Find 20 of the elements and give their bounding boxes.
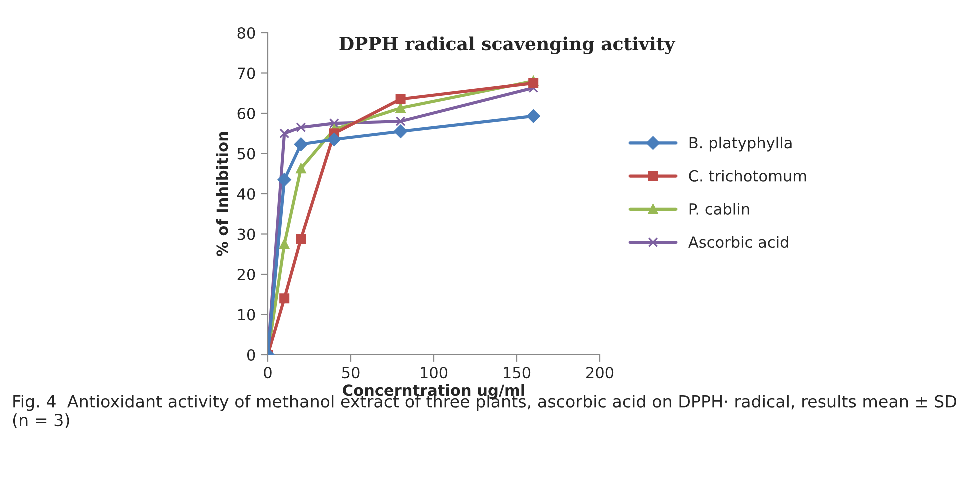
x-tick-label: 50 [342,367,360,379]
x-tick-label: 200 [586,367,614,379]
legend-label: B. platyphylla [690,136,792,152]
legend-label: Ascorbic acid [688,236,788,248]
x-tick-label: 0 [264,367,272,379]
y-tick-label: 0 [247,349,256,362]
x-tick-label: 100 [421,367,448,379]
y-tick-label: 40 [238,188,256,200]
chart-title: DPPH radical scavenging activity [340,36,676,54]
y-tick-label: 60 [238,108,256,120]
y-tick-label: 50 [238,148,256,160]
y-axis-title: % of Inhibition [216,132,228,256]
y-tick-label: 30 [238,228,256,240]
y-tick-label: 70 [238,68,256,80]
x-tick-label: 150 [504,367,531,379]
y-tick-label: 10 [238,309,256,321]
legend-label: C. trichotomum [689,170,806,182]
legend-label: P. cablin [690,203,750,215]
y-tick-label: 20 [238,268,256,281]
y-tick-label: 80 [238,27,256,40]
